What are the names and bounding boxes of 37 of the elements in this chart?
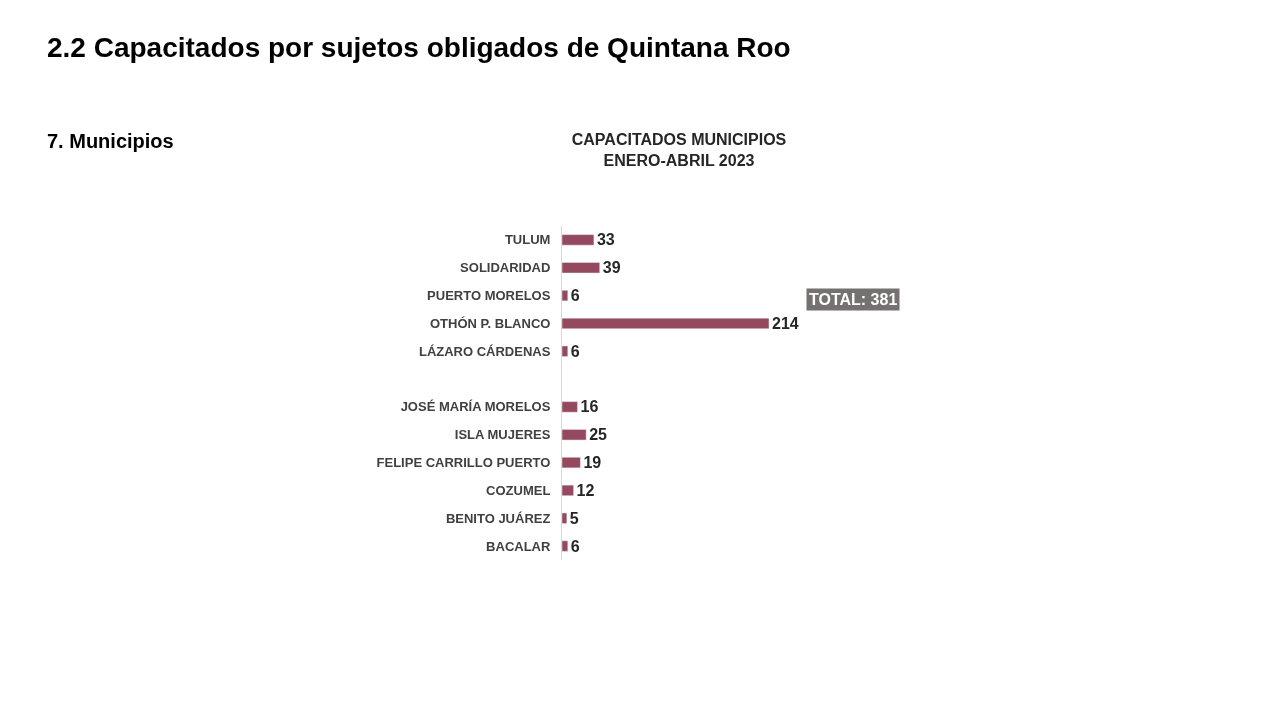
y-tick-label: SOLIDARIDAD	[460, 260, 551, 276]
y-tick-label: BENITO JUÁREZ	[445, 510, 551, 526]
bar	[562, 234, 595, 246]
bar	[562, 317, 769, 329]
y-tick-label: ISLA MUJERES	[454, 427, 551, 443]
data-label: 6	[570, 537, 580, 555]
bar	[562, 262, 600, 274]
y-tick-label: FELIPE CARRILLO PUERTO	[376, 455, 551, 471]
bar	[562, 484, 574, 496]
bar	[562, 512, 568, 524]
bar	[562, 540, 569, 552]
y-tick-label: TULUM	[504, 232, 551, 248]
y-tick-label: PUERTO MORELOS	[427, 288, 551, 304]
bar	[562, 401, 578, 413]
y-tick-label: BACALAR	[486, 538, 551, 554]
bar	[562, 429, 587, 441]
data-label: 16	[580, 398, 599, 416]
y-tick-label: LÁZARO CÁRDENAS	[418, 343, 551, 359]
bar	[562, 457, 581, 469]
data-label: 12	[576, 481, 595, 499]
data-label: 6	[570, 342, 580, 360]
y-tick-label: JOSÉ MARÍA MORELOS	[400, 399, 551, 415]
data-label: 19	[583, 454, 602, 472]
y-tick-label: COZUMEL	[486, 482, 551, 498]
data-label: 39	[602, 259, 621, 277]
data-label: 33	[596, 231, 615, 249]
y-tick-label: OTHÓN P. BLANCO	[430, 315, 551, 331]
text: 2.2 Capacitados por sujetos obligados de Quintana Roo	[47, 32, 791, 63]
data-label: 214	[772, 314, 799, 332]
data-label: 5	[569, 509, 579, 527]
text: TOTAL: 381	[809, 291, 898, 308]
text: 7. Municipios	[47, 130, 174, 152]
bar	[562, 290, 569, 302]
bar	[562, 345, 569, 357]
chart-title: CAPACITADOS MUNICIPIOS ENERO-ABRIL 2023	[571, 131, 787, 169]
data-label: 25	[589, 426, 608, 444]
data-label: 6	[570, 287, 580, 305]
